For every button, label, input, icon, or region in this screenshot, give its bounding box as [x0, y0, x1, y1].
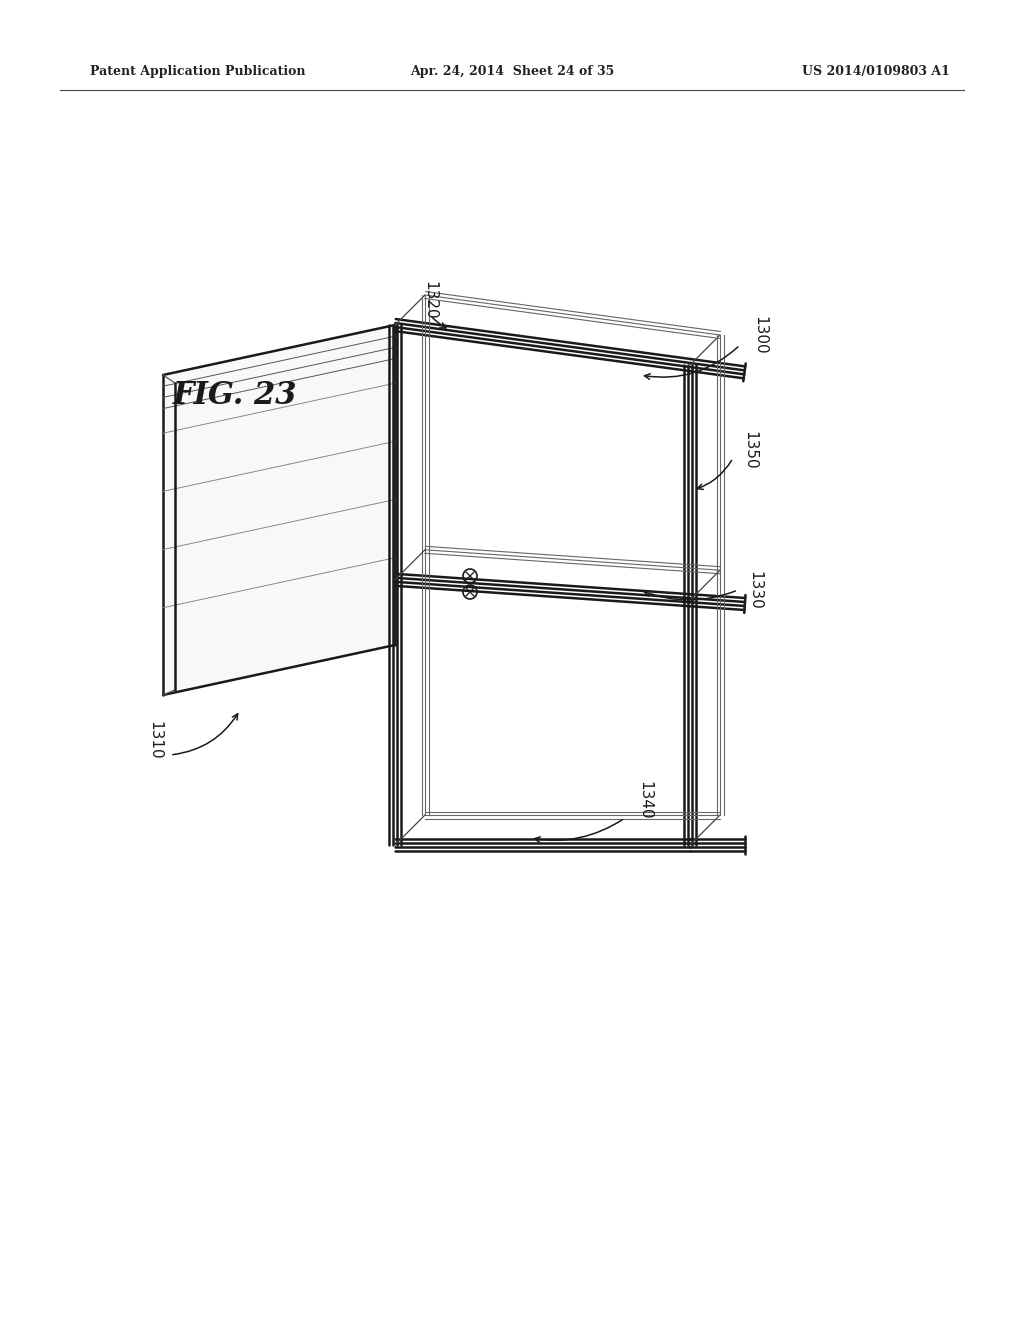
Text: 1330: 1330	[748, 570, 763, 610]
Text: FIG. 23: FIG. 23	[173, 380, 297, 411]
Text: Patent Application Publication: Patent Application Publication	[90, 66, 305, 78]
Polygon shape	[163, 325, 395, 696]
Text: 1320: 1320	[423, 281, 437, 319]
Text: 1350: 1350	[742, 430, 758, 470]
Text: US 2014/0109803 A1: US 2014/0109803 A1	[802, 66, 950, 78]
Text: 1310: 1310	[147, 721, 163, 759]
Text: 1300: 1300	[753, 315, 768, 354]
Text: Apr. 24, 2014  Sheet 24 of 35: Apr. 24, 2014 Sheet 24 of 35	[410, 66, 614, 78]
Text: 1340: 1340	[638, 780, 652, 820]
